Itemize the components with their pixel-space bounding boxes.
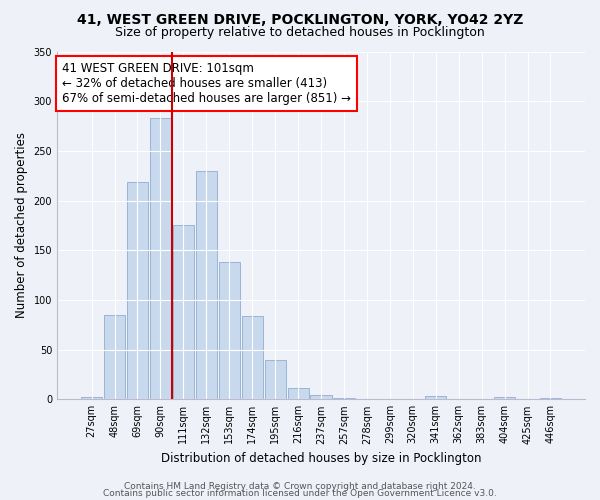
Bar [150,118,171,400]
Y-axis label: Number of detached properties: Number of detached properties [15,132,28,318]
Bar [540,398,561,400]
Text: Size of property relative to detached houses in Pocklington: Size of property relative to detached ho… [115,26,485,39]
Text: 41, WEST GREEN DRIVE, POCKLINGTON, YORK, YO42 2YZ: 41, WEST GREEN DRIVE, POCKLINGTON, YORK,… [77,12,523,26]
Bar [104,315,125,400]
Bar [127,182,148,400]
Bar [265,360,286,400]
Bar [287,388,308,400]
Bar [494,398,515,400]
Bar [334,398,355,400]
Bar [173,226,194,400]
Text: Contains public sector information licensed under the Open Government Licence v3: Contains public sector information licen… [103,489,497,498]
Text: Contains HM Land Registry data © Crown copyright and database right 2024.: Contains HM Land Registry data © Crown c… [124,482,476,491]
X-axis label: Distribution of detached houses by size in Pocklington: Distribution of detached houses by size … [161,452,481,465]
Bar [242,316,263,400]
Bar [81,398,102,400]
Bar [425,396,446,400]
Text: 41 WEST GREEN DRIVE: 101sqm
← 32% of detached houses are smaller (413)
67% of se: 41 WEST GREEN DRIVE: 101sqm ← 32% of det… [62,62,352,105]
Bar [218,262,240,400]
Bar [310,396,332,400]
Bar [196,170,217,400]
